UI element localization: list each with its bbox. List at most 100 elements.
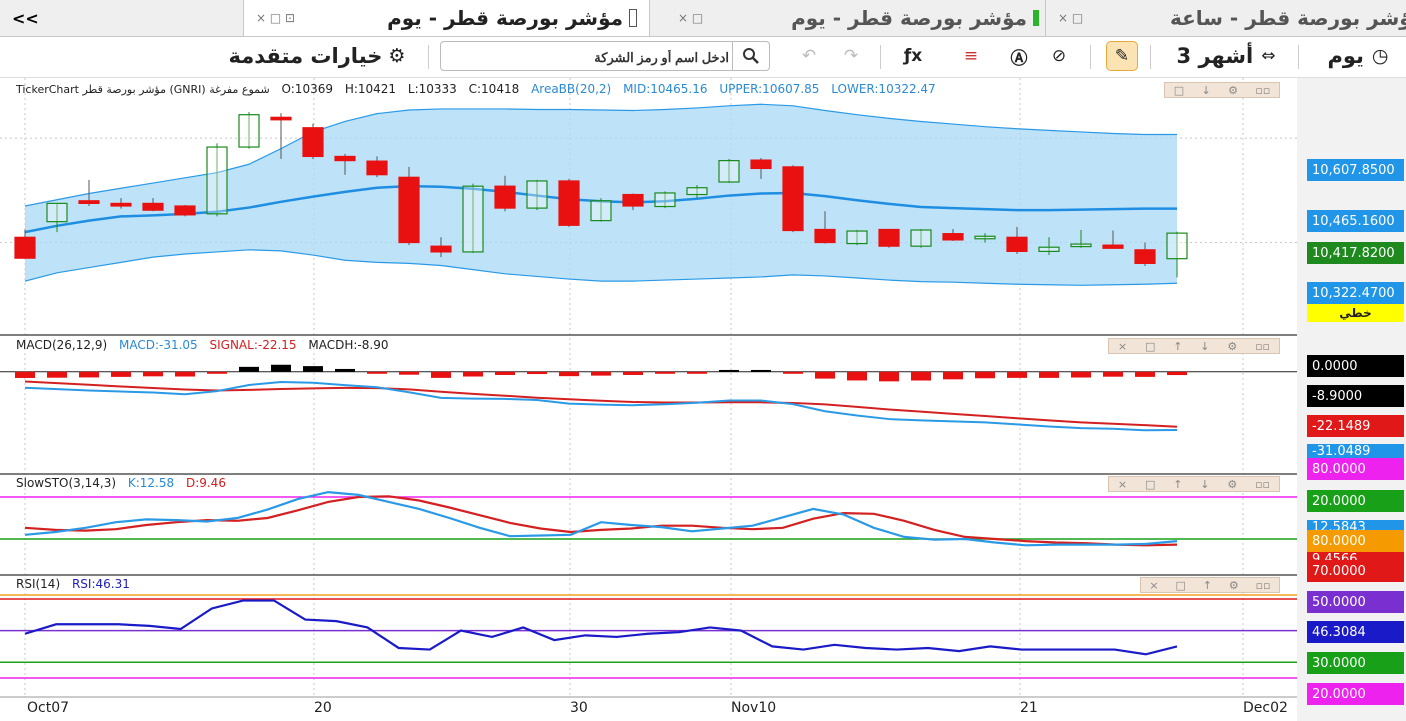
candle-up bbox=[910, 229, 932, 247]
info-close: C:10418 bbox=[468, 82, 520, 96]
bb-lower-price-label: 10,322.4700 bbox=[1307, 282, 1404, 304]
maximize-icon[interactable]: □ bbox=[1144, 477, 1156, 491]
macd-histogram-bar bbox=[719, 369, 739, 372]
arrow-up-icon[interactable]: ↑ bbox=[1173, 339, 1183, 353]
arrow-down-icon[interactable]: ↓ bbox=[1200, 339, 1210, 353]
chart-type-button[interactable]: ⊘ bbox=[1044, 41, 1074, 71]
trend-circle-icon: ⊘ bbox=[1051, 46, 1067, 66]
circle-a-icon: Ⓐ bbox=[1010, 48, 1028, 69]
macd-histogram-bar bbox=[15, 371, 35, 378]
rsi-70-label: 70.0000 bbox=[1307, 560, 1404, 582]
rsi-line bbox=[24, 599, 1178, 656]
tab-qe-index-day-active[interactable]: × □ ⊡ مؤشر بورصة قطر - يوم bbox=[244, 0, 650, 36]
chart-area[interactable]: TickerChart مؤشر بورصة قطر (GNRI) شموع م… bbox=[0, 78, 1406, 721]
tab-qe-index-hour[interactable]: × □ مؤشر بورصة قطر - ساعة bbox=[1046, 0, 1406, 36]
rsi-panel-info: RSI(14) RSI:46.31 bbox=[16, 577, 138, 591]
indicators-button[interactable]: ƒx bbox=[898, 41, 928, 71]
undo-button[interactable]: ↶ bbox=[794, 41, 824, 71]
macd-histogram-bar bbox=[655, 371, 675, 374]
candle-up bbox=[1166, 232, 1188, 260]
candle-down bbox=[494, 185, 516, 209]
more-icon[interactable]: ▫▫ bbox=[1255, 477, 1270, 491]
collapse-tabs-button[interactable]: << bbox=[0, 0, 244, 36]
candle-down bbox=[334, 155, 356, 162]
macd-histogram-bar bbox=[943, 371, 963, 380]
toolbar-separator bbox=[428, 45, 429, 69]
candle-down bbox=[878, 228, 900, 247]
period-selector[interactable]: يوم ◷ bbox=[1318, 41, 1398, 71]
candle-up bbox=[686, 187, 708, 196]
macd-histogram-bar bbox=[111, 371, 131, 377]
info-bb-upper: UPPER:10607.85 bbox=[719, 82, 820, 96]
sto-upper-level-label: 80.0000 bbox=[1307, 458, 1404, 480]
settings-icon[interactable]: ⚙ bbox=[1228, 578, 1239, 592]
tab-window-controls[interactable]: × □ bbox=[1058, 11, 1084, 25]
auto-scale-button[interactable]: Ⓐ bbox=[1004, 41, 1034, 71]
arrow-up-icon[interactable]: ↑ bbox=[1173, 477, 1183, 491]
symbol-search[interactable] bbox=[440, 41, 770, 71]
advanced-options-button[interactable]: خيارات متقدمة ⚙ bbox=[222, 41, 412, 71]
bb-mid-price-label: 10,465.1600 bbox=[1307, 210, 1404, 232]
settings-icon[interactable]: ⚙ bbox=[1227, 477, 1238, 491]
candle-up bbox=[590, 200, 612, 222]
macd-histogram-bar bbox=[303, 366, 323, 372]
maximize-icon[interactable]: □ bbox=[1144, 339, 1156, 353]
sto-panel-controls[interactable]: × □ ↑ ↓ ⚙ ▫▫ bbox=[1108, 476, 1280, 492]
macd-histogram-bar bbox=[79, 371, 99, 378]
settings-icon[interactable]: ⚙ bbox=[1227, 339, 1238, 353]
macd-zero-label: 0.0000 bbox=[1307, 355, 1404, 377]
advanced-options-label: خيارات متقدمة bbox=[228, 44, 383, 68]
close-icon[interactable]: × bbox=[1117, 339, 1128, 353]
search-input[interactable] bbox=[447, 45, 731, 69]
candle-down bbox=[398, 176, 420, 244]
info-sto-name: SlowSTO(3,14,3) bbox=[16, 476, 117, 490]
macd-histogram-bar bbox=[527, 371, 547, 375]
macd-panel-controls[interactable]: × □ ↑ ↓ ⚙ ▫▫ bbox=[1108, 338, 1280, 354]
close-icon[interactable]: × bbox=[1149, 578, 1159, 592]
macd-histogram-bar bbox=[1071, 371, 1091, 378]
arrow-down-icon[interactable]: ↓ bbox=[1200, 477, 1210, 491]
layout-button[interactable]: ≡ bbox=[956, 41, 986, 71]
info-macd-name: MACD(26,12,9) bbox=[16, 338, 108, 352]
info-sto-d: D:9.46 bbox=[185, 476, 226, 490]
candle-up bbox=[462, 185, 484, 253]
search-button[interactable] bbox=[732, 42, 769, 70]
rsi-panel-controls[interactable]: × □ ↑ ⚙ ▫▫ bbox=[1140, 577, 1280, 593]
more-icon[interactable]: ▫▫ bbox=[1255, 83, 1271, 97]
x-tick-label: 30 bbox=[570, 700, 588, 716]
drawing-pen-icon: ✎ bbox=[1114, 46, 1130, 66]
arrow-down-icon[interactable]: ↓ bbox=[1201, 83, 1211, 97]
indicators-icon: ƒx bbox=[903, 46, 923, 66]
close-icon[interactable]: × bbox=[1117, 477, 1128, 491]
settings-icon[interactable]: ⚙ bbox=[1228, 83, 1238, 97]
tab-color-marker-icon bbox=[629, 9, 637, 27]
tab-bar: << × □ ⊡ مؤشر بورصة قطر - يوم × □ مؤشر ب… bbox=[0, 0, 1406, 37]
chart-canvas[interactable] bbox=[0, 78, 1406, 721]
candle-down bbox=[110, 202, 132, 207]
tab-window-controls[interactable]: × □ bbox=[678, 11, 704, 25]
more-icon[interactable]: ▫▫ bbox=[1255, 339, 1270, 353]
maximize-icon[interactable]: □ bbox=[1173, 83, 1185, 97]
range-arrows-icon: ⇔ bbox=[1261, 46, 1276, 66]
macd-histogram-bar bbox=[879, 371, 899, 382]
tab-window-controls[interactable]: × □ ⊡ bbox=[256, 11, 296, 25]
rsi-20-label: 20.0000 bbox=[1307, 683, 1404, 705]
x-tick-label: Nov10 bbox=[731, 700, 777, 716]
range-selector[interactable]: 3 أشهر ⇔ bbox=[1168, 41, 1284, 71]
macdh-label: -8.9000 bbox=[1307, 385, 1404, 407]
signal-label: -22.1489 bbox=[1307, 415, 1404, 437]
macd-histogram-bar bbox=[783, 371, 803, 374]
main-panel-controls[interactable]: □ ↓ ⚙ ▫▫ bbox=[1164, 82, 1280, 98]
candle-down bbox=[1102, 244, 1124, 249]
last-close-price-label: 10,417.8200 bbox=[1307, 242, 1404, 264]
redo-button[interactable]: ↷ bbox=[836, 41, 866, 71]
arrow-up-icon[interactable]: ↑ bbox=[1202, 578, 1212, 592]
info-macdh-value: MACDH:-8.90 bbox=[308, 338, 389, 352]
candle-up bbox=[654, 192, 676, 208]
drawing-tools-button[interactable]: ✎ bbox=[1106, 41, 1138, 71]
maximize-icon[interactable]: □ bbox=[1175, 578, 1186, 592]
line-style-label[interactable]: خطي bbox=[1307, 304, 1404, 322]
more-icon[interactable]: ▫▫ bbox=[1255, 578, 1271, 592]
toolbar-separator bbox=[1298, 45, 1299, 69]
tab-qe-index-day[interactable]: × □ مؤشر بورصة قطر - يوم bbox=[650, 0, 1046, 36]
